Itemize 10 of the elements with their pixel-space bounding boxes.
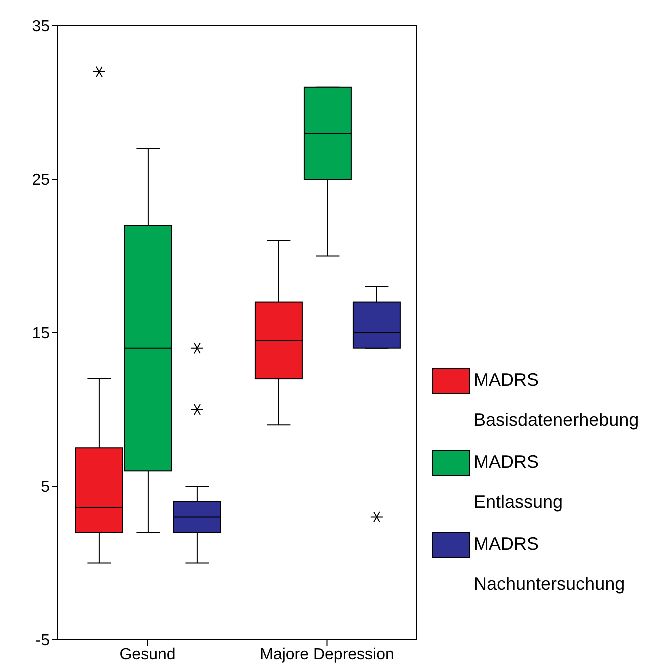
y-tick-label: -5 (36, 632, 50, 650)
y-tick-label: 15 (32, 326, 50, 343)
y-tick-label: 25 (32, 172, 50, 190)
y-tick-label: 35 (32, 18, 50, 36)
legend-label: MADRS Basisdatenerhebung (474, 369, 640, 432)
y-tick-label: 5 (41, 479, 50, 496)
x-tick-label: Majore Depression (260, 646, 394, 664)
x-tick-label: Gesund (120, 646, 176, 664)
legend-label: MADRS Entlassung (474, 451, 564, 514)
legend-label: MADRS Nachuntersuchung (474, 533, 626, 596)
